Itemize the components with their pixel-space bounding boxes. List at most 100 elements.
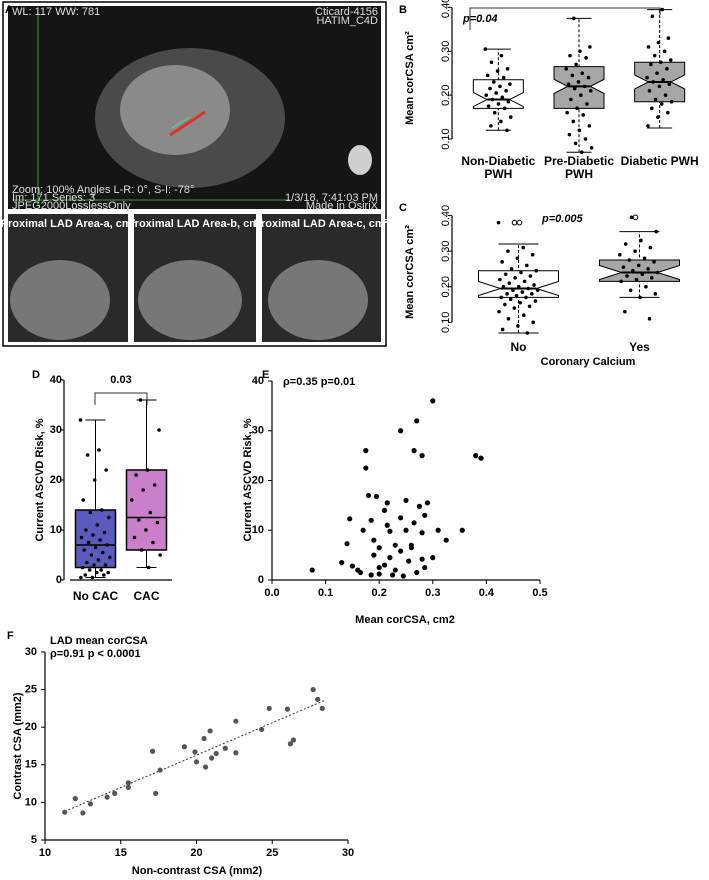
data-point xyxy=(528,274,533,278)
data-point xyxy=(634,277,639,282)
data-point xyxy=(649,62,653,67)
data-point xyxy=(665,67,669,71)
data-point xyxy=(652,260,656,264)
data-point xyxy=(499,53,504,58)
y-axis-label: Current ASCVD Risk, % xyxy=(242,418,254,541)
x-tick-label: No CAC xyxy=(72,589,119,603)
data-point xyxy=(633,249,637,253)
data-point xyxy=(575,106,579,111)
data-point xyxy=(534,268,539,273)
data-point xyxy=(513,276,517,280)
data-point xyxy=(500,95,505,100)
data-point xyxy=(411,520,417,526)
data-point xyxy=(408,545,414,551)
data-point xyxy=(284,706,290,712)
data-point xyxy=(503,302,507,307)
data-point xyxy=(86,540,91,545)
data-point xyxy=(157,767,163,773)
data-point xyxy=(373,493,380,500)
y-tick-label: 30 xyxy=(252,425,264,437)
data-point xyxy=(498,277,502,282)
data-point xyxy=(514,293,519,298)
data-point xyxy=(125,784,131,790)
data-point xyxy=(573,141,578,146)
data-point xyxy=(650,14,655,18)
data-point xyxy=(139,548,144,552)
data-point xyxy=(319,705,325,712)
annotation: p=0.04 xyxy=(462,13,498,25)
y-tick-label: 0.30 xyxy=(440,41,452,62)
ct-overlay-text: JPEG2000LosslessOnly xyxy=(12,200,131,212)
data-point xyxy=(132,535,137,540)
data-point xyxy=(145,468,150,472)
data-point xyxy=(79,535,84,540)
data-point xyxy=(92,563,96,567)
data-point xyxy=(357,569,364,576)
y-tick-label: 30 xyxy=(50,424,62,436)
x-tick-label: Pre-Diabetic PWH xyxy=(543,154,615,181)
y-tick-label: 0.20 xyxy=(440,84,452,105)
ct-overlay-text: WL: 117 WW: 781 xyxy=(12,6,100,18)
data-point xyxy=(485,73,490,78)
data-point xyxy=(666,110,670,115)
data-point xyxy=(647,316,652,321)
y-tick-label: 5 xyxy=(31,834,37,846)
data-point xyxy=(392,567,398,573)
data-point xyxy=(315,696,321,702)
data-point xyxy=(621,265,626,269)
data-point xyxy=(422,512,428,518)
data-point xyxy=(181,744,187,750)
y-tick-label: 40 xyxy=(50,374,62,386)
outlier xyxy=(632,214,639,221)
y-tick-label: 0.40 xyxy=(440,205,452,226)
data-point xyxy=(414,569,420,576)
data-point xyxy=(102,573,106,577)
data-point xyxy=(571,119,576,124)
data-point xyxy=(663,93,668,97)
data-point xyxy=(62,809,68,815)
data-point xyxy=(87,568,92,572)
data-point xyxy=(398,428,404,434)
data-point xyxy=(509,267,514,271)
data-point xyxy=(656,40,661,45)
data-point xyxy=(100,550,105,555)
ct-sub-heart xyxy=(268,260,368,340)
data-point xyxy=(623,242,628,246)
data-point xyxy=(530,292,534,296)
data-point xyxy=(96,558,101,562)
y-axis-label: Contrast CSA (mm2) xyxy=(12,692,24,799)
data-point xyxy=(360,527,366,533)
data-point xyxy=(390,572,396,578)
data-point xyxy=(648,245,653,250)
data-point xyxy=(655,270,660,275)
y-tick-label: 10 xyxy=(252,524,264,536)
data-point xyxy=(193,759,200,765)
data-point xyxy=(112,790,118,796)
data-point xyxy=(653,97,658,102)
y-tick-label: 40 xyxy=(252,375,264,387)
data-point xyxy=(516,324,520,328)
data-point xyxy=(521,245,526,250)
data-point xyxy=(435,527,441,533)
data-point xyxy=(371,537,377,543)
data-point xyxy=(387,528,393,534)
data-point xyxy=(645,75,649,80)
data-point xyxy=(403,497,409,503)
y-tick-label: 0.20 xyxy=(440,276,452,297)
data-point xyxy=(459,527,465,533)
data-point xyxy=(158,553,162,557)
annotation: ρ=0.35 p=0.01 xyxy=(283,376,355,388)
data-point xyxy=(137,518,141,522)
data-point xyxy=(567,132,572,137)
data-point xyxy=(506,99,511,104)
data-point xyxy=(527,304,532,309)
data-point xyxy=(489,124,493,128)
data-point xyxy=(578,49,582,54)
data-point xyxy=(82,548,87,552)
data-point xyxy=(619,279,624,284)
data-point xyxy=(636,263,641,268)
data-point xyxy=(583,137,588,141)
data-point xyxy=(497,309,501,314)
data-point xyxy=(155,520,160,525)
data-point xyxy=(535,288,540,293)
